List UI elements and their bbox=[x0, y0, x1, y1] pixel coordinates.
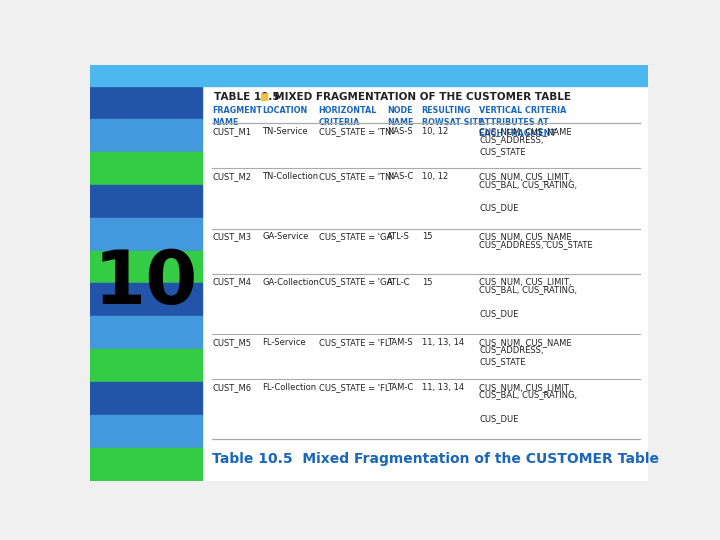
Text: CUS_STATE = 'FL': CUS_STATE = 'FL' bbox=[319, 383, 392, 391]
Text: 10, 12: 10, 12 bbox=[422, 172, 448, 181]
Text: CUST_M4: CUST_M4 bbox=[212, 278, 251, 287]
Text: CUST_M1: CUST_M1 bbox=[212, 127, 251, 136]
Text: TN-Collection: TN-Collection bbox=[262, 172, 318, 181]
Text: CUS_STATE = 'FL': CUS_STATE = 'FL' bbox=[319, 338, 392, 347]
Text: CUS_NUM, CUS_LIMIT,: CUS_NUM, CUS_LIMIT, bbox=[479, 383, 572, 391]
Text: FL-Collection: FL-Collection bbox=[262, 383, 316, 391]
Text: CUS_ADDRESS,
CUS_STATE: CUS_ADDRESS, CUS_STATE bbox=[479, 135, 544, 156]
Text: GA-Collection: GA-Collection bbox=[262, 278, 319, 287]
Text: CUS_STATE = 'TN': CUS_STATE = 'TN' bbox=[319, 172, 393, 181]
Text: RESULTING
ROWSAT SITE: RESULTING ROWSAT SITE bbox=[422, 106, 483, 127]
Bar bbox=[90, 86, 202, 119]
Bar bbox=[90, 119, 202, 152]
Text: ATL-S: ATL-S bbox=[387, 232, 410, 241]
Text: TAM-C: TAM-C bbox=[387, 383, 413, 391]
Bar bbox=[90, 382, 202, 415]
Bar bbox=[90, 415, 202, 448]
Text: CUS_NUM, CUS_NAME: CUS_NUM, CUS_NAME bbox=[479, 232, 572, 241]
Text: CUS_STATE = 'GA': CUS_STATE = 'GA' bbox=[319, 278, 394, 287]
Text: CUST_M3: CUST_M3 bbox=[212, 232, 251, 241]
Bar bbox=[90, 185, 202, 218]
Text: CUS_STATE = 'GA': CUS_STATE = 'GA' bbox=[319, 232, 394, 241]
Text: CUS_ADDRESS, CUS_STATE: CUS_ADDRESS, CUS_STATE bbox=[479, 240, 593, 249]
Text: CUST_M5: CUST_M5 bbox=[212, 338, 251, 347]
Bar bbox=[90, 251, 202, 284]
Text: LOCATION: LOCATION bbox=[262, 106, 307, 116]
Bar bbox=[90, 448, 202, 481]
Text: CUS_STATE = 'TN': CUS_STATE = 'TN' bbox=[319, 127, 393, 136]
Text: Table 10.5  Mixed Fragmentation of the CUSTOMER Table: Table 10.5 Mixed Fragmentation of the CU… bbox=[212, 452, 660, 466]
Text: HORIZONTAL
CRITERIA: HORIZONTAL CRITERIA bbox=[319, 106, 377, 127]
Text: 10, 12: 10, 12 bbox=[422, 127, 448, 136]
Text: 15: 15 bbox=[422, 232, 432, 241]
Text: GA-Service: GA-Service bbox=[262, 232, 308, 241]
Text: VERTICAL CRITERIA
ATTRIBUTES AT
EACH FRAGMENT: VERTICAL CRITERIA ATTRIBUTES AT EACH FRA… bbox=[479, 106, 567, 138]
Text: ■: ■ bbox=[259, 92, 269, 102]
Text: MIXED FRAGMENTATION OF THE CUSTOMER TABLE: MIXED FRAGMENTATION OF THE CUSTOMER TABL… bbox=[266, 92, 571, 102]
Text: TABLE 10.5: TABLE 10.5 bbox=[214, 92, 287, 102]
Text: 11, 13, 14: 11, 13, 14 bbox=[422, 338, 464, 347]
Text: TN-Service: TN-Service bbox=[262, 127, 307, 136]
Bar bbox=[90, 349, 202, 382]
Bar bbox=[90, 152, 202, 185]
Text: NODE
NAME: NODE NAME bbox=[387, 106, 413, 127]
Text: FRAGMENT
NAME: FRAGMENT NAME bbox=[212, 106, 263, 127]
Text: CUST_M2: CUST_M2 bbox=[212, 172, 251, 181]
Text: CUS_BAL, CUS_RATING,

CUS_DUE: CUS_BAL, CUS_RATING, CUS_DUE bbox=[479, 180, 577, 213]
Text: CUS_NUM, CUS_NAME: CUS_NUM, CUS_NAME bbox=[479, 127, 572, 136]
Bar bbox=[90, 218, 202, 251]
Text: CUS_NUM, CUS_LIMIT,: CUS_NUM, CUS_LIMIT, bbox=[479, 278, 572, 287]
Text: CUS_BAL, CUS_RATING,

CUS_DUE: CUS_BAL, CUS_RATING, CUS_DUE bbox=[479, 285, 577, 318]
Bar bbox=[90, 65, 648, 86]
Text: 15: 15 bbox=[422, 278, 432, 287]
Text: ATL-C: ATL-C bbox=[387, 278, 410, 287]
Text: NAS-C: NAS-C bbox=[387, 172, 413, 181]
Text: CUST_M6: CUST_M6 bbox=[212, 383, 251, 391]
Text: NAS-S: NAS-S bbox=[387, 127, 413, 136]
Text: CUS_ADDRESS,
CUS_STATE: CUS_ADDRESS, CUS_STATE bbox=[479, 346, 544, 366]
Text: 10: 10 bbox=[94, 247, 199, 320]
Bar bbox=[90, 284, 202, 316]
Text: CUS_BAL, CUS_RATING,

CUS_DUE: CUS_BAL, CUS_RATING, CUS_DUE bbox=[479, 390, 577, 423]
Bar bbox=[90, 316, 202, 349]
Bar bbox=[202, 65, 648, 481]
Text: CUS_NUM, CUS_NAME: CUS_NUM, CUS_NAME bbox=[479, 338, 572, 347]
Text: FL-Service: FL-Service bbox=[262, 338, 306, 347]
Text: CUS_NUM, CUS_LIMIT,: CUS_NUM, CUS_LIMIT, bbox=[479, 172, 572, 181]
Text: TAM-S: TAM-S bbox=[387, 338, 413, 347]
Text: 11, 13, 14: 11, 13, 14 bbox=[422, 383, 464, 391]
